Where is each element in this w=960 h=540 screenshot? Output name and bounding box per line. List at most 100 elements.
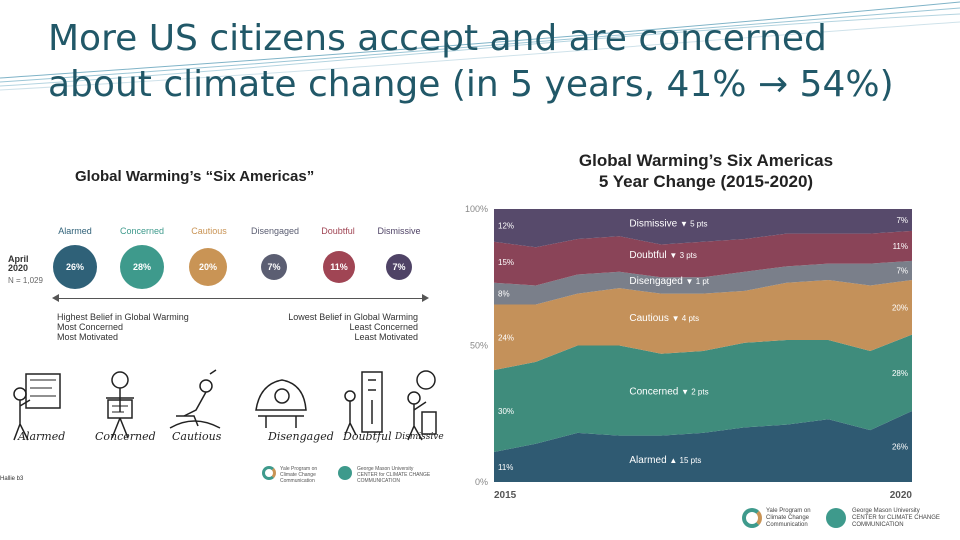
band-label-disengaged: Disengaged ▼ 1 pt (629, 276, 709, 287)
end-label-dismissive: 7% (896, 216, 908, 225)
start-label-alarmed: 11% (498, 463, 513, 472)
gmu-logo-line-1: George Mason University (357, 466, 414, 472)
y-tick-50: 50% (470, 341, 488, 351)
start-label-cautious: 24% (498, 333, 514, 342)
chart-title: Global Warming’s Six Americas 5 Year Cha… (496, 150, 916, 192)
bottom-gmu-line-2: CENTER for CLIMATE CHANGE (852, 515, 940, 521)
segment-circle-cautious: 20% (189, 248, 227, 286)
belief-high-line-2: Most Concerned (57, 322, 124, 332)
start-label-dismissive: 12% (498, 221, 514, 230)
x-label-start: 2015 (494, 490, 517, 500)
segment-label-doubtful: Doubtful (321, 226, 355, 236)
start-label-concerned: 30% (498, 407, 514, 416)
end-label-disengaged: 7% (896, 266, 908, 275)
segment-label-dismissive: Dismissive (377, 226, 421, 236)
band-change-cautious: ▼ 4 pts (672, 314, 699, 323)
belief-high-block: Highest Belief in Global Warming Most Co… (57, 312, 189, 342)
area-concerned (494, 334, 912, 452)
area-dismissive (494, 209, 912, 248)
bottom-yale-line-1: Yale Program on (766, 508, 811, 514)
dismissive-illustration (407, 370, 437, 441)
belief-axis-left-arrow (52, 294, 59, 302)
infographic-title: Global Warming’s “Six Americas” (75, 168, 315, 185)
bottom-yale-line-3: Communication (766, 522, 808, 528)
illustration-label-doubtful: Doubtful (343, 430, 392, 443)
bottom-yale-line-2: Climate Change (766, 515, 810, 521)
segment-label-alarmed: Alarmed (58, 226, 92, 236)
decorative-swoosh (0, 1, 960, 91)
chart-title-line-1: Global Warming’s Six Americas (578, 151, 834, 170)
band-label-concerned: Concerned ▼ 2 pts (629, 387, 708, 398)
y-tick-100: 100% (465, 204, 488, 214)
bottom-gmu-logo-icon (826, 508, 846, 528)
yale-logo-line-3: Communication (280, 478, 315, 484)
doubtful-illustration (344, 371, 383, 436)
y-tick-0: 0% (475, 477, 488, 487)
segment-label-cautious: Cautious (191, 226, 227, 236)
illustration-label-concerned: Concerned (95, 430, 156, 443)
segment-circle-disengaged: 7% (261, 254, 287, 280)
area-doubtful (494, 230, 912, 286)
bottom-gmu-line-1: George Mason University (852, 508, 920, 514)
yale-logo-icon (262, 466, 276, 480)
belief-high-line-3: Most Motivated (57, 332, 119, 342)
end-label-doubtful: 11% (893, 242, 908, 251)
segment-circle-dismissive: 7% (386, 254, 412, 280)
band-label-alarmed: Alarmed ▲ 15 pts (629, 455, 701, 466)
illustration-label-alarmed: Alarmed (18, 430, 66, 443)
band-change-alarmed: ▲ 15 pts (669, 456, 701, 465)
band-change-doubtful: ▼ 3 pts (669, 251, 696, 260)
illustration-label-cautious: Cautious (172, 430, 222, 443)
yale-logo-line-2: Climate Change (280, 472, 316, 478)
end-label-concerned: 28% (892, 369, 908, 378)
belief-axis-right-arrow (422, 294, 429, 302)
band-label-dismissive: Dismissive ▼ 5 pts (629, 219, 707, 230)
gmu-logo-line-3: COMMUNICATION (357, 478, 400, 484)
yale-logo-text: Yale Program on Climate Change Communica… (280, 466, 360, 484)
chart-title-line-2: 5 Year Change (2015-2020) (598, 172, 814, 191)
cautious-illustration (169, 369, 221, 429)
area-alarmed (494, 411, 912, 482)
alarmed-illustration (13, 373, 61, 441)
belief-low-line-2: Least Concerned (349, 322, 418, 332)
band-label-doubtful: Doubtful ▼ 3 pts (629, 250, 697, 261)
area-disengaged (494, 260, 912, 305)
bottom-gmu-line-3: COMMUNICATION (852, 522, 904, 528)
illustration-label-dismissive: Dismissive (395, 432, 444, 442)
illustration-label-disengaged: Disengaged (268, 430, 334, 443)
gmu-logo-icon (338, 466, 352, 480)
end-label-alarmed: 26% (892, 443, 908, 452)
band-change-concerned: ▼ 2 pts (681, 388, 708, 397)
belief-low-line-1: Lowest Belief in Global Warming (288, 312, 418, 322)
yale-logo-line-1: Yale Program on (280, 466, 318, 472)
segment-label-concerned: Concerned (119, 226, 165, 236)
slide-title: More US citizens accept and are concerne… (48, 18, 894, 105)
belief-axis-line (55, 298, 425, 299)
x-label-end: 2020 (890, 490, 913, 500)
stacked-area-chart: 100% 50% 0% 2015 2020 11% 26% Alarmed ▲ 15 pts 3… (465, 204, 913, 500)
area-cautious (494, 279, 912, 371)
end-label-cautious: 20% (892, 303, 908, 312)
disengaged-illustration (255, 379, 307, 428)
sample-size: N = 1,029 (8, 276, 43, 285)
start-label-disengaged: 8% (498, 290, 510, 299)
segment-circle-doubtful: 11% (323, 251, 355, 283)
bottom-yale-logo-text: Yale Program on Climate Change Communica… (766, 508, 811, 529)
segment-circle-alarmed: 26% (53, 245, 97, 289)
survey-date: April 2020 (8, 254, 29, 273)
band-change-disengaged: ▼ 1 pt (686, 277, 710, 286)
belief-low-block: Lowest Belief in Global Warming Least Co… (280, 312, 418, 342)
start-label-doubtful: 15% (498, 258, 514, 267)
concerned-illustration (106, 371, 134, 439)
gmu-logo-text: George Mason University CENTER for CLIMA… (357, 466, 447, 484)
gmu-logo-line-2: CENTER for CLIMATE CHANGE (357, 472, 431, 478)
segment-label-disengaged: Disengaged (250, 226, 300, 236)
belief-high-line-1: Highest Belief in Global Warming (57, 312, 189, 322)
belief-low-line-3: Least Motivated (354, 332, 418, 342)
band-label-cautious: Cautious ▼ 4 pts (629, 313, 699, 324)
segment-circle-concerned: 28% (120, 245, 164, 289)
six-americas-infographic: Global Warming’s “Six Americas” Alarmed … (0, 148, 448, 488)
bottom-gmu-logo-text: George Mason University CENTER for CLIMA… (852, 508, 952, 529)
bottom-yale-logo-icon (742, 508, 762, 528)
illustrator-credit: Hallie b3 (0, 476, 24, 482)
